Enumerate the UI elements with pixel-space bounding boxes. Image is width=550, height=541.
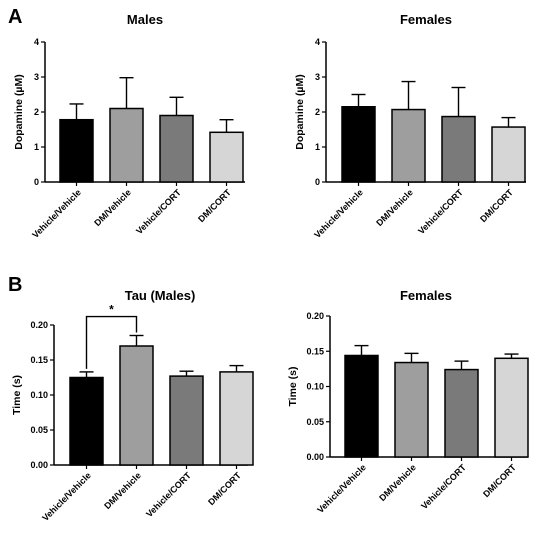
bar xyxy=(159,114,194,183)
y-tick-label: 0 xyxy=(315,177,320,187)
y-tick-label: 0.10 xyxy=(30,390,48,400)
y-tick-label: 0.00 xyxy=(30,460,48,470)
chart-title: Tau (Males) xyxy=(125,288,196,303)
y-tick-label: 0.20 xyxy=(30,320,48,330)
bar xyxy=(391,108,426,183)
bar xyxy=(394,361,429,458)
panel-label-b: B xyxy=(8,274,22,296)
category-label: DM/Vehicle xyxy=(102,470,143,511)
y-tick-label: 0.15 xyxy=(30,355,48,365)
bar xyxy=(344,354,379,458)
category-label: Vehicle/CORT xyxy=(416,187,465,236)
bar xyxy=(491,126,526,183)
chart-title: Females xyxy=(400,12,452,27)
y-tick-label: 0.05 xyxy=(306,417,324,427)
y-tick-label: 0.05 xyxy=(30,425,48,435)
y-axis-label: Time (s) xyxy=(11,375,23,415)
y-tick-label: 2 xyxy=(34,107,39,117)
bar xyxy=(169,375,204,466)
category-label: Vehicle/Vehicle xyxy=(40,470,93,523)
category-label: DM/CORT xyxy=(478,187,515,224)
bar xyxy=(59,118,94,183)
category-label: Vehicle/Vehicle xyxy=(30,187,83,240)
bar xyxy=(119,345,154,466)
category-label: Vehicle/CORT xyxy=(144,470,193,519)
y-tick-label: 1 xyxy=(315,142,320,152)
y-tick-label: 1 xyxy=(34,142,39,152)
y-axis-label: Dopamine (µM) xyxy=(13,74,25,149)
bar xyxy=(441,115,476,183)
category-label: Vehicle/Vehicle xyxy=(315,462,368,515)
category-label: DM/Vehicle xyxy=(92,187,133,228)
bar xyxy=(494,357,529,458)
bar xyxy=(444,368,479,458)
bar xyxy=(209,131,244,183)
category-label: DM/CORT xyxy=(481,462,518,499)
category-label: DM/CORT xyxy=(196,187,233,224)
bar xyxy=(341,106,376,183)
chart-title: Males xyxy=(127,12,163,27)
y-tick-label: 2 xyxy=(315,107,320,117)
category-label: DM/Vehicle xyxy=(374,187,415,228)
y-tick-label: 0.15 xyxy=(306,346,324,356)
y-axis-label: Dopamine (µM) xyxy=(294,74,306,149)
y-tick-label: 0 xyxy=(34,177,39,187)
category-label: Vehicle/Vehicle xyxy=(312,187,365,240)
bar xyxy=(69,376,104,466)
y-tick-label: 0.00 xyxy=(306,452,324,462)
category-label: Vehicle/CORT xyxy=(419,462,468,511)
bar xyxy=(219,371,254,466)
y-tick-label: 4 xyxy=(34,37,39,47)
y-axis-label: Time (s) xyxy=(287,366,299,406)
chart-title: Females xyxy=(400,288,452,303)
y-tick-label: 0.10 xyxy=(306,382,324,392)
bar xyxy=(109,107,144,183)
category-label: Vehicle/CORT xyxy=(134,187,183,236)
y-tick-label: 3 xyxy=(315,72,320,82)
y-tick-label: 4 xyxy=(315,37,320,47)
significance-bracket xyxy=(85,315,138,369)
significance-marker: * xyxy=(109,303,114,317)
y-tick-label: 0.20 xyxy=(306,311,324,321)
panel-label-a: A xyxy=(8,6,22,28)
y-tick-label: 3 xyxy=(34,72,39,82)
category-label: DM/Vehicle xyxy=(377,462,418,503)
category-label: DM/CORT xyxy=(206,470,243,507)
